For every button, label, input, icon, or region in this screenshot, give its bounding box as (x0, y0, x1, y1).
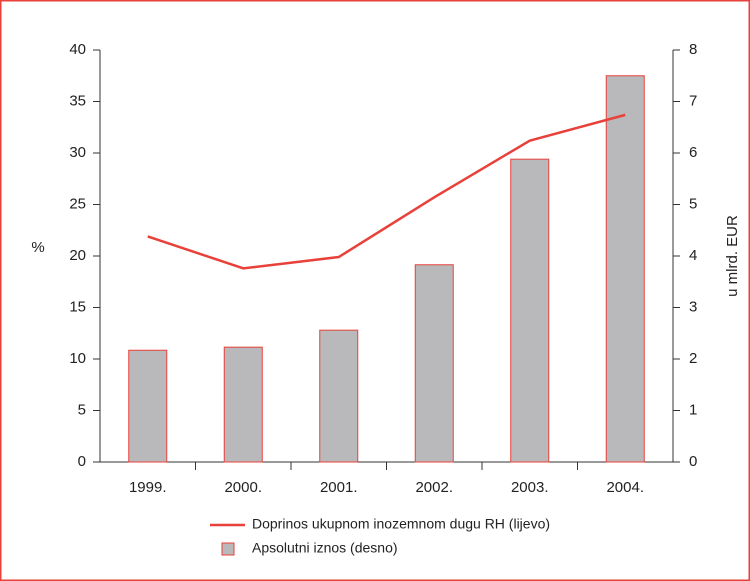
y2-tick-label: 8 (689, 41, 697, 58)
y-tick-label: 10 (69, 350, 86, 367)
y-tick-label: 30 (69, 144, 86, 161)
y2-tick-label: 0 (689, 453, 697, 470)
y-axis-label: % (31, 239, 44, 256)
y-tick-label: 25 (69, 195, 86, 212)
line (147, 113, 626, 270)
legend-label: Apsolutni iznos (desno) (252, 540, 398, 556)
bar (605, 75, 645, 463)
x-tick-label: 2002. (415, 479, 453, 496)
x-tick-label: 2003. (511, 479, 549, 496)
y2-tick-label: 6 (689, 144, 697, 161)
y-tick-label: 20 (69, 247, 86, 264)
y2-tick-label: 3 (689, 298, 697, 315)
y-tick-label: 5 (78, 401, 86, 418)
bar (510, 158, 550, 463)
bar (223, 346, 263, 463)
bar (319, 329, 359, 463)
y2-tick-label: 2 (689, 350, 697, 367)
y2-tick-label: 4 (689, 247, 697, 264)
y-tick-label: 15 (69, 298, 86, 315)
bar (128, 349, 168, 463)
bar (414, 264, 454, 463)
legend-swatch (221, 542, 235, 556)
x-tick-label: 2001. (320, 479, 358, 496)
y-tick-label: 0 (78, 453, 86, 470)
x-tick-label: 1999. (129, 479, 167, 496)
y2-tick-label: 5 (689, 195, 697, 212)
x-tick-label: 2000. (224, 479, 262, 496)
y-tick-label: 35 (69, 92, 86, 109)
y2-axis-label: u mlrd. EUR (724, 215, 741, 297)
y-tick-label: 40 (69, 41, 86, 58)
y2-tick-label: 7 (689, 92, 697, 109)
x-tick-label: 2004. (606, 479, 644, 496)
legend-label: Doprinos ukupnom inozemnom dugu RH (lije… (252, 516, 550, 532)
y2-tick-label: 1 (689, 401, 697, 418)
